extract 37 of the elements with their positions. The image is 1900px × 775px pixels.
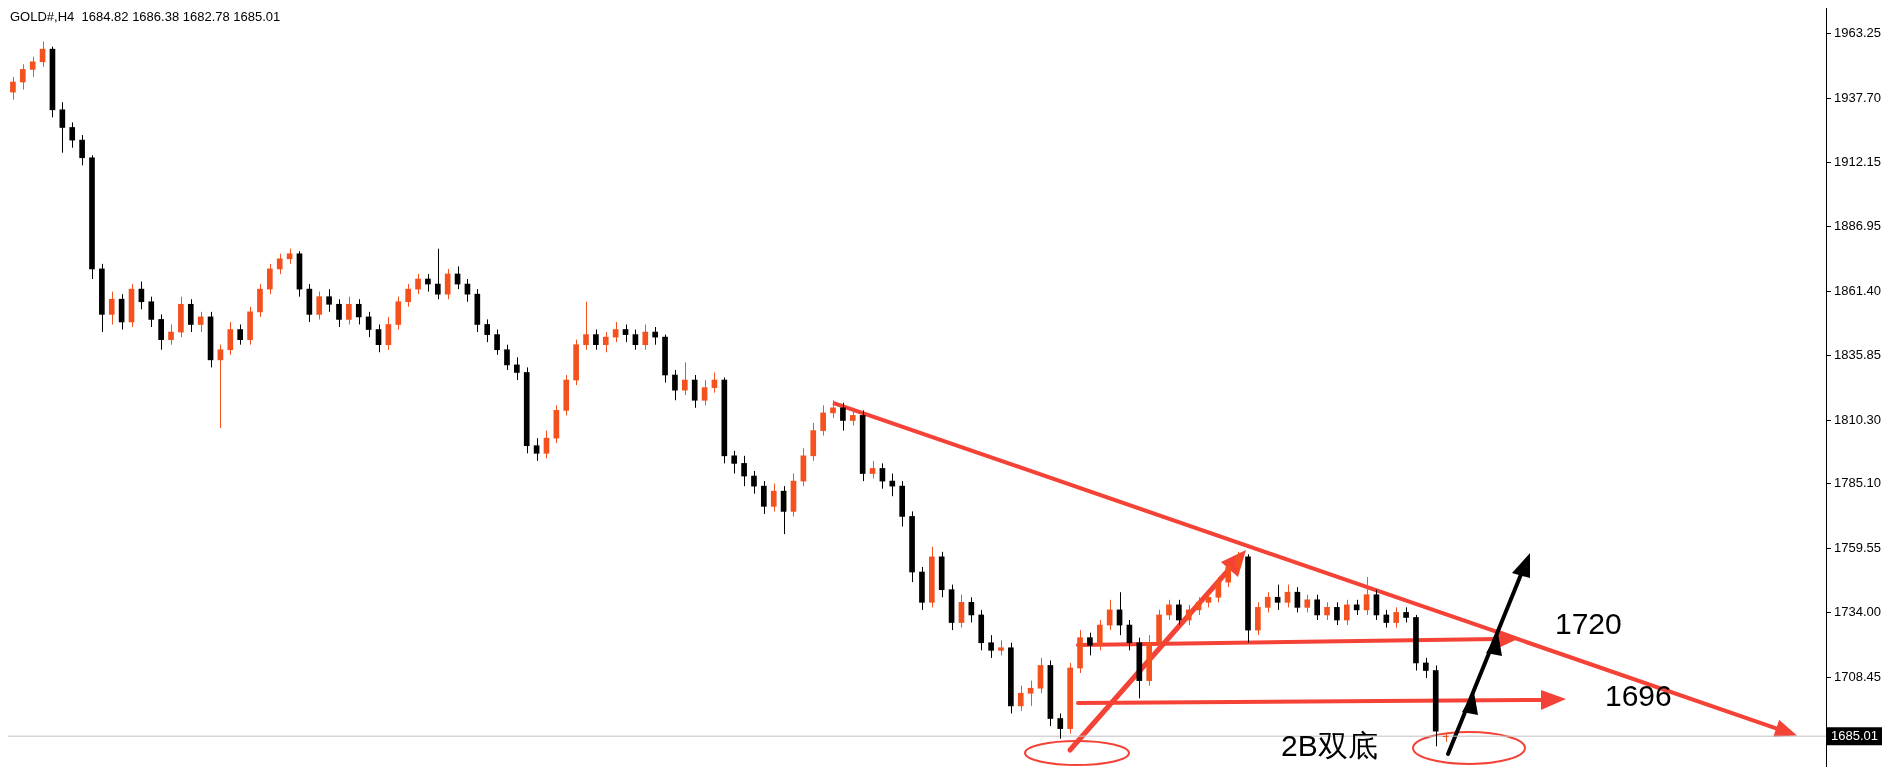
candlestick [583, 301, 589, 351]
candlestick [276, 253, 283, 275]
y-tick-label: 1734.00 [1834, 604, 1881, 620]
y-tick-label: 1810.30 [1834, 412, 1881, 428]
ref-line-label: 1685.01 [1831, 727, 1878, 743]
candlestick [1087, 632, 1093, 656]
y-tick-label: 1835.85 [1834, 347, 1881, 363]
candlestick [237, 323, 244, 346]
candlestick [1393, 606, 1400, 629]
y-tick-label: 1963.25 [1834, 25, 1881, 41]
annotation: 1696 [1605, 679, 1672, 713]
y-tick-label: 1937.70 [1834, 90, 1881, 106]
y-tick-label: 1886.95 [1834, 218, 1881, 234]
candlestick [593, 329, 599, 351]
candlestick [148, 296, 155, 328]
y-tick-label: 1861.40 [1834, 283, 1881, 299]
candlestick [1057, 712, 1064, 740]
chart-title: GOLD#,H4 1684.82 1686.38 1682.78 1685.01 [10, 9, 281, 25]
y-tick-label: 1912.15 [1834, 154, 1881, 170]
annotation: 1720 [1555, 607, 1622, 641]
candlestick [29, 56, 36, 78]
y-tick-label: 1785.10 [1834, 475, 1881, 491]
candlestick [849, 407, 856, 427]
candlestick [484, 318, 491, 343]
candlestick [998, 639, 1004, 656]
candlestick [434, 248, 441, 300]
candlestick [1403, 606, 1409, 624]
y-tick-label: 1759.55 [1834, 540, 1881, 556]
candlestick [1264, 591, 1271, 613]
candlestick [1304, 594, 1311, 613]
candlestick [326, 288, 332, 313]
candlestick [731, 450, 738, 474]
y-tick-label: 1708.45 [1834, 669, 1881, 685]
candlestick [316, 291, 323, 320]
annotation: 2B双底 [1281, 729, 1378, 763]
candlestick [395, 296, 402, 331]
candlestick [988, 634, 994, 659]
